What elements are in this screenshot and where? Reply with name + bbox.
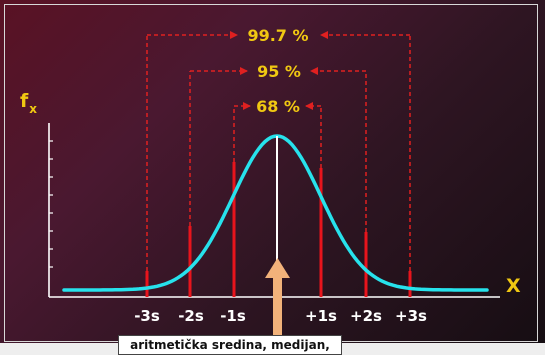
- y-axis-label-main: f: [20, 90, 29, 112]
- tick-label-plus-3s: +3s: [395, 307, 427, 325]
- percent-95: 95 %: [257, 62, 301, 81]
- y-axis-label-sub: x: [29, 102, 37, 116]
- percent-68: 68 %: [256, 97, 300, 116]
- y-axis-label: fx: [20, 90, 37, 116]
- bell-curve: [62, 134, 489, 292]
- bracket-68: [233, 102, 322, 168]
- tick-label-minus-2s: -2s: [178, 307, 204, 325]
- x-axis-label: X: [506, 275, 521, 297]
- tick-label-plus-1s: +1s: [305, 307, 337, 325]
- mean-arrow-icon: [265, 258, 290, 336]
- tick-label-minus-1s: -1s: [220, 307, 246, 325]
- sigma-labels: -3s -2s -1s +1s +2s +3s: [134, 307, 427, 325]
- tick-label-plus-2s: +2s: [350, 307, 382, 325]
- tick-label-minus-3s: -3s: [134, 307, 160, 325]
- bracket-99-7: [146, 31, 411, 271]
- sigma-bars: [145, 162, 412, 297]
- y-axis-ticks: [49, 140, 53, 268]
- bracket-95: [189, 67, 367, 232]
- mean-median-mode-caption: aritmetička sredina, medijan, mod: [118, 335, 342, 355]
- percent-99-7: 99.7 %: [247, 26, 308, 45]
